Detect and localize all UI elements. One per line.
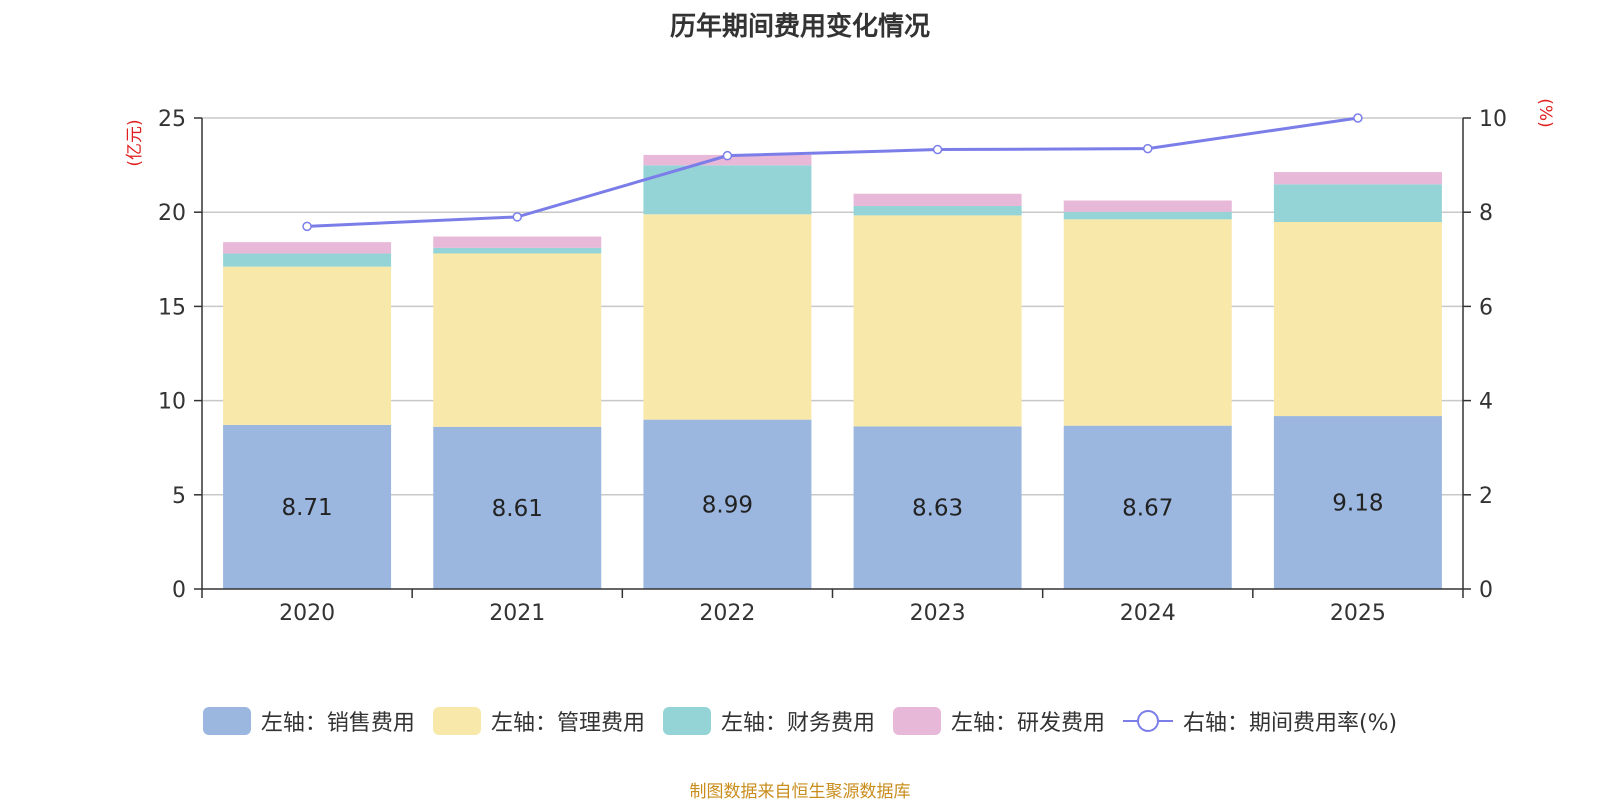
expense-rate-point: [932, 144, 943, 155]
left-tick-label: 20: [158, 201, 186, 226]
left-tick-label: 5: [172, 484, 186, 509]
left-axis-title: (亿元): [125, 119, 145, 166]
bar-admin-2023: [853, 215, 1022, 427]
legend-item-sales[interactable]: 左轴：销售费用: [202, 705, 415, 737]
chart-title: 历年期间费用变化情况: [669, 12, 930, 42]
bar-value-label: 9.18: [1332, 491, 1383, 517]
bar-value-label: 8.71: [281, 495, 332, 521]
legend-label-finance: 左轴：财务费用: [720, 711, 875, 736]
right-tick-label: 2: [1479, 484, 1493, 509]
legend: 左轴：销售费用 左轴：管理费用 左轴：财务费用 左轴：研发费用 右轴：期间费用率…: [0, 704, 1600, 738]
bar-admin-2025: [1273, 221, 1442, 417]
legend-swatch-admin: [432, 707, 481, 735]
left-tick-label: 15: [158, 295, 186, 320]
legend-swatch-expense-rate: [1122, 707, 1173, 735]
right-tick-label: 4: [1479, 390, 1493, 415]
right-tick-label: 6: [1479, 295, 1493, 320]
bar-sales-2021: [433, 426, 602, 589]
right-axis-title: (%): [1535, 98, 1555, 127]
bar-rnd-2020: [223, 242, 392, 254]
bar-rnd-2024: [1063, 200, 1232, 212]
legend-item-finance[interactable]: 左轴：财务费用: [662, 705, 875, 737]
right-tick-label: 0: [1479, 578, 1493, 603]
bar-finance-2020: [223, 253, 392, 267]
bar-admin-2022: [643, 214, 812, 420]
bar-value-label: 8.63: [912, 496, 963, 522]
legend-swatch-sales: [202, 707, 251, 735]
bar-sales-2025: [1273, 416, 1442, 589]
legend-item-rnd[interactable]: 左轴：研发费用: [892, 705, 1105, 737]
bar-finance-2024: [1063, 211, 1232, 220]
bar-sales-2023: [853, 426, 1022, 589]
x-tick-label: 2025: [1330, 601, 1386, 626]
expense-rate-point: [1353, 113, 1363, 123]
bar-rnd-2025: [1273, 172, 1442, 185]
legend-item-expense-rate[interactable]: 右轴：期间费用率(%): [1122, 705, 1398, 737]
x-tick-label: 2021: [489, 601, 545, 626]
bar-rnd-2023: [853, 193, 1022, 206]
legend-label-admin: 左轴：管理费用: [490, 711, 645, 736]
bar-value-label: 8.67: [1122, 495, 1173, 521]
expense-rate-point: [512, 212, 522, 222]
data-source-note: 制图数据来自恒生聚源数据库: [689, 782, 911, 802]
bar-finance-2021: [433, 247, 602, 254]
legend-swatch-rnd: [892, 707, 941, 735]
left-tick-label: 10: [158, 390, 186, 415]
right-tick-label: 8: [1479, 201, 1493, 226]
left-tick-label: 25: [158, 107, 186, 132]
bar-sales-2022: [643, 419, 812, 589]
bar-value-label: 8.99: [702, 492, 753, 518]
expense-rate-point: [302, 221, 312, 232]
bar-admin-2020: [223, 266, 392, 425]
legend-swatch-finance: [662, 707, 711, 735]
x-tick-label: 2020: [279, 601, 335, 626]
x-tick-label: 2024: [1120, 601, 1176, 626]
bar-value-label: 8.61: [492, 496, 543, 522]
bar-rnd-2021: [433, 236, 602, 248]
bar-sales-2020: [223, 424, 392, 589]
legend-item-admin[interactable]: 左轴：管理费用: [432, 705, 645, 737]
bar-admin-2021: [433, 253, 602, 427]
bar-sales-2024: [1063, 425, 1232, 589]
legend-label-sales: 左轴：销售费用: [260, 711, 415, 736]
expense-rate-line: [307, 116, 1359, 228]
bar-finance-2025: [1273, 184, 1442, 222]
expense-rate-point: [722, 150, 733, 161]
bar-admin-2024: [1063, 219, 1232, 426]
left-tick-label: 0: [172, 578, 186, 603]
legend-label-expense-rate: 右轴：期间费用率(%): [1182, 711, 1398, 736]
x-tick-label: 2023: [910, 601, 966, 626]
x-tick-label: 2022: [699, 601, 755, 626]
bar-finance-2023: [853, 205, 1022, 216]
right-tick-label: 10: [1479, 107, 1507, 132]
legend-label-rnd: 左轴：研发费用: [950, 711, 1105, 736]
expense-rate-point: [1143, 143, 1153, 154]
